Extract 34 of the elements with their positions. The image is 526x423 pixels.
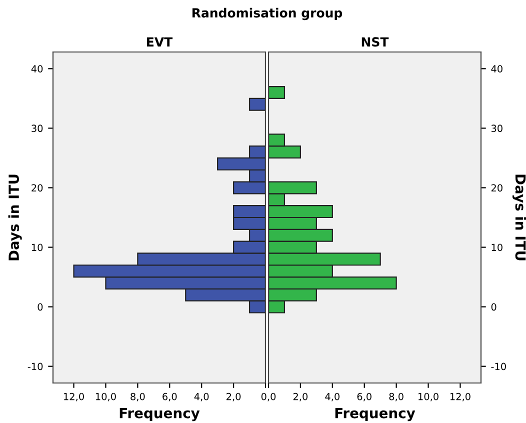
x-axis-title: Frequency	[335, 408, 416, 422]
x-tick-label: 0,0	[261, 392, 276, 402]
text: Randomisation group	[192, 8, 342, 20]
y-tick-label: 20	[491, 184, 502, 192]
y-tick-label: 20	[32, 184, 43, 192]
x-tick-label: 2,0	[293, 392, 308, 402]
x-tick-label: 6,0	[357, 392, 372, 402]
y-axis-title: Days in ITU	[8, 174, 22, 260]
y-tick-label: 0	[491, 303, 496, 311]
y-tick-label: 30	[491, 124, 502, 132]
y-tick-label: 0	[38, 303, 43, 311]
chart-title: NST	[362, 37, 389, 47]
y-tick-label: 10	[32, 244, 43, 252]
x-tick-label: 4,0	[325, 392, 340, 402]
x-tick-label: 10,0	[96, 392, 116, 402]
bar	[268, 86, 286, 99]
y-tick-label: -10	[491, 362, 506, 370]
y-tick-label: 30	[32, 124, 43, 132]
chart-title: EVT	[147, 37, 173, 46]
x-tick-label: 8,0	[130, 392, 145, 402]
x-tick-label: 10,0	[418, 392, 438, 402]
x-tick-label: 12,0	[450, 392, 470, 402]
x-tick-label: 2,0	[226, 392, 241, 402]
x-tick-label: 4,0	[194, 392, 209, 402]
x-tick-label: 6,0	[162, 392, 177, 402]
y-tick-label: 10	[492, 244, 502, 252]
x-axis-title: Frequency	[120, 408, 200, 422]
y-axis-title: Days in ITU	[512, 174, 526, 260]
bar	[248, 98, 266, 111]
x-tick-label: 12,0	[64, 392, 84, 402]
y-tick-label: 40	[31, 65, 43, 72]
x-tick-label: 8,0	[389, 392, 404, 402]
y-tick-label: -10	[28, 362, 43, 370]
y-tick-label: 40	[491, 65, 502, 72]
